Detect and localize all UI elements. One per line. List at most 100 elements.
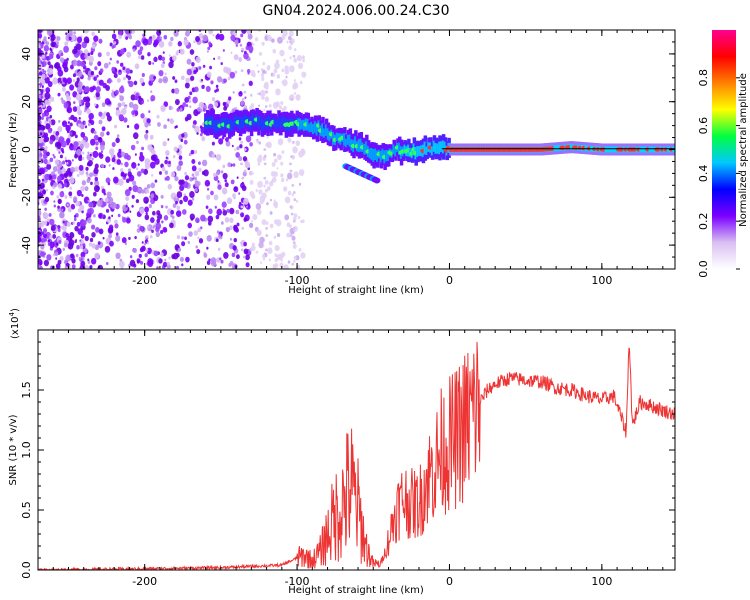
spectrogram-ridge-cell (343, 133, 347, 146)
spectrogram-noise-cell (268, 258, 271, 262)
spectrogram-noise-cell (247, 72, 250, 75)
spectrogram-noise-cell (273, 201, 278, 208)
spectrogram-noise-cell (221, 136, 225, 140)
spectrogram-noise-cell (79, 143, 84, 150)
spectrogram-noise-cell (139, 247, 144, 253)
spectrogram-noise-cell (271, 179, 274, 184)
spectrogram-noise-cell (59, 154, 63, 159)
spectrogram-noise-cell (271, 162, 276, 167)
spectrogram-ridge-cell (215, 120, 219, 133)
spectrogram-noise-cell (146, 118, 151, 124)
spectrogram-ridge-cell (368, 148, 373, 159)
spectrogram-noise-cell (86, 97, 91, 102)
spectrogram-noise-cell (59, 191, 65, 198)
spectrogram-noise-cell (38, 108, 43, 115)
spectrogram-noise-cell (66, 142, 69, 146)
spectrogram-noise-cell (227, 76, 231, 81)
spectrogram-noise-cell (45, 112, 49, 117)
spectrogram-noise-cell (202, 64, 206, 68)
spectrogram-noise-cell (72, 221, 76, 225)
spectrogram-noise-cell (228, 96, 232, 101)
spectrogram-noise-cell (76, 60, 82, 67)
spectrogram-noise-cell (93, 76, 97, 81)
spectrogram-noise-cell (216, 208, 223, 216)
spectrogram-noise-cell (232, 193, 236, 198)
spectrogram-noise-cell (38, 191, 42, 197)
spectrogram-noise-cell (53, 200, 56, 203)
spectrogram-noise-cell (258, 104, 261, 107)
spectrogram-noise-cell (223, 251, 229, 259)
spectrogram-noise-cell (93, 103, 97, 107)
spectrogram-noise-cell (184, 97, 190, 103)
spectrogram-ridge-cell (359, 138, 364, 152)
spectrogram-noise-cell (66, 96, 72, 102)
spectrogram-noise-cell (229, 217, 234, 224)
spectrogram-noise-cell (199, 125, 203, 129)
spectrogram-noise-cell (158, 78, 163, 84)
spectrogram-noise-cell (220, 170, 224, 174)
spectrogram-noise-cell (252, 43, 255, 47)
snr-panel: -200 -100 0 100 0.0 0.5 1.0 1.5 Height of strai… (8, 308, 676, 596)
spectrogram-noise-cell (201, 78, 204, 82)
spectrogram-noise-cell (133, 132, 139, 140)
spectrogram-noise-cell (106, 131, 110, 136)
spectrogram-noise-cell (276, 254, 282, 261)
spectrogram-noise-cell (89, 153, 92, 157)
spectrogram-noise-cell (302, 56, 305, 60)
spectrogram-noise-cell (62, 247, 65, 251)
spectrogram-noise-cell (66, 221, 71, 227)
colorbar-tick-label: 0.6 (697, 117, 710, 135)
spectrogram-ridge-cell (467, 147, 471, 152)
spectrogram-noise-cell (265, 248, 268, 252)
spectrogram-noise-cell (220, 62, 223, 66)
spectrogram-noise-cell (96, 135, 99, 139)
spectrogram-noise-cell (150, 136, 153, 140)
spectrogram-noise-cell (125, 36, 129, 40)
spectrogram-ridge-cell (425, 146, 429, 155)
spectrogram-noise-cell (232, 245, 237, 251)
spectrogram-noise-cell (52, 174, 57, 180)
spectrogram-noise-cell (106, 112, 110, 118)
spectrogram-noise-cell (84, 54, 88, 59)
spectrogram-noise-cell (274, 62, 280, 70)
spectrogram-noise-cell (103, 201, 107, 207)
spectrogram-ridge-cell (315, 122, 320, 136)
spectrogram-noise-cell (97, 52, 102, 58)
spectrogram-ridge-cell (308, 123, 312, 133)
spectrogram-ridge-cell (555, 145, 559, 152)
spectrogram-noise-cell (90, 71, 95, 76)
spectrogram-noise-cell (179, 184, 185, 192)
spectrogram-noise-cell (168, 105, 173, 111)
spectrogram-noise-cell (277, 154, 282, 161)
spectrogram-noise-cell (147, 258, 154, 266)
spectrogram-noise-cell (167, 183, 173, 190)
spectrogram-noise-cell (161, 166, 166, 172)
spectrogram-noise-cell (87, 217, 92, 224)
spectrogram-noise-cell (217, 184, 222, 190)
spectrogram-noise-cell (251, 219, 254, 223)
spectrogram-noise-cell (84, 121, 87, 125)
spectrogram-noise-cell (215, 238, 219, 242)
spectrogram-noise-cell (289, 205, 293, 209)
spectrogram-noise-cell (155, 231, 160, 238)
spectrogram-noise-cell (56, 195, 60, 199)
spectrogram-noise-cell (181, 263, 184, 267)
spectrogram-noise-cell (116, 134, 120, 138)
spectrogram-noise-cell (126, 125, 130, 128)
spectrogram-noise-cell (135, 167, 139, 171)
spectrogram-noise-cell (80, 60, 85, 67)
spectrogram-noise-cell (72, 73, 76, 78)
spectrogram-noise-cell (69, 131, 73, 136)
spectrogram-noise-cell (273, 235, 277, 239)
spectrogram-noise-cell (52, 234, 57, 239)
spectrogram-noise-cell (74, 134, 78, 139)
spectrogram-noise-cell (63, 45, 69, 53)
spectrogram-noise-cell (291, 193, 295, 197)
spectrogram-ridge-cell (516, 147, 521, 152)
spectrogram-noise-cell (66, 203, 69, 207)
spectrogram-noise-cell (114, 223, 119, 229)
spectrogram-noise-cell (206, 194, 211, 200)
spectrogram-noise-cell (132, 184, 139, 193)
spectrogram-noise-cell (145, 129, 149, 134)
